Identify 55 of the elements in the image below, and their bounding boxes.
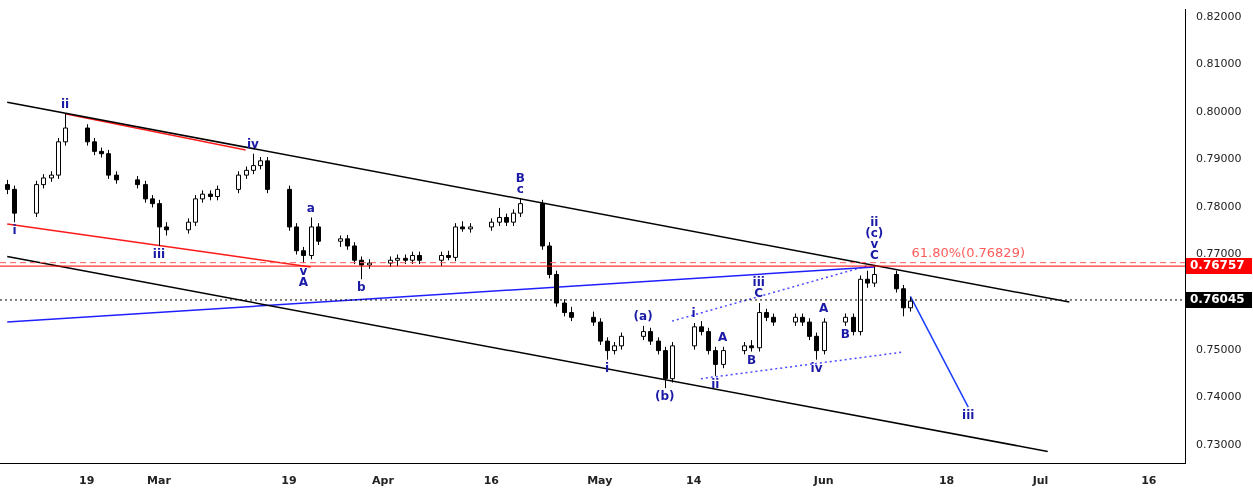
- annotation: i: [12, 223, 17, 238]
- annotation: A: [298, 275, 309, 290]
- y-tick-label: 0.77000: [1196, 247, 1242, 261]
- candlestick: [309, 216, 314, 260]
- x-tick-label: 16: [1141, 474, 1157, 488]
- annotation: ii: [60, 96, 70, 111]
- y-tick-label: 0.81000: [1196, 57, 1242, 71]
- x-tick-label: 19: [79, 474, 95, 488]
- annotation: iii: [152, 247, 166, 262]
- x-tick-label: 14: [686, 474, 702, 488]
- candlestick: [713, 346, 718, 377]
- annotation: i: [604, 360, 610, 375]
- annotation: B: [840, 327, 850, 341]
- annotation: C: [754, 286, 764, 301]
- candlestick: [872, 264, 877, 288]
- annotation: iv: [246, 136, 260, 151]
- x-tick-label: 18: [938, 474, 955, 488]
- y-tick-label: 0.79000: [1196, 152, 1242, 166]
- y-tick-label: 0.78000: [1196, 199, 1242, 213]
- y-tick-label: 0.82000: [1196, 9, 1242, 23]
- candlestick: [251, 153, 256, 175]
- annotation: a: [306, 200, 315, 215]
- annotation: i: [691, 306, 696, 321]
- candlestick: [265, 156, 270, 194]
- candlestick: [547, 241, 552, 279]
- candlestick: [316, 222, 321, 246]
- candlestick: [518, 198, 523, 218]
- y-tick-label: 0.75000: [1196, 342, 1242, 356]
- ref-line-label: 0.76045: [1190, 292, 1245, 307]
- candlestick: [193, 194, 198, 227]
- x-tick-label: May: [587, 474, 613, 488]
- annotation: B: [746, 352, 757, 367]
- candlestick: [721, 346, 726, 369]
- annotation: b: [356, 280, 366, 295]
- annotation: ii: [711, 376, 720, 391]
- y-tick-label: 0.80000: [1196, 104, 1242, 118]
- annotation: (b): [654, 389, 675, 404]
- x-tick-label: Jun: [812, 474, 834, 488]
- annotation: A: [717, 329, 728, 344]
- x-tick-label: Apr: [372, 474, 395, 488]
- annotation: A: [819, 301, 830, 316]
- x-tick-label: Mar: [147, 474, 172, 488]
- annotation: (a): [633, 309, 653, 323]
- annotation: iii: [962, 408, 975, 423]
- x-tick-label: 19: [281, 474, 297, 488]
- annotation: iv: [810, 360, 823, 375]
- x-tick-label: 16: [483, 474, 500, 488]
- ref-line-label: 0.76757: [1190, 258, 1245, 273]
- x-tick-label: Jul: [1031, 474, 1049, 488]
- annotation: C: [869, 248, 879, 263]
- candlestick: [453, 222, 458, 262]
- y-tick-label: 0.74000: [1196, 390, 1242, 404]
- candlestick: [352, 241, 357, 265]
- ref-line-label: 61.80%(0.76829): [911, 244, 1025, 260]
- y-tick-label: 0.73000: [1196, 437, 1242, 451]
